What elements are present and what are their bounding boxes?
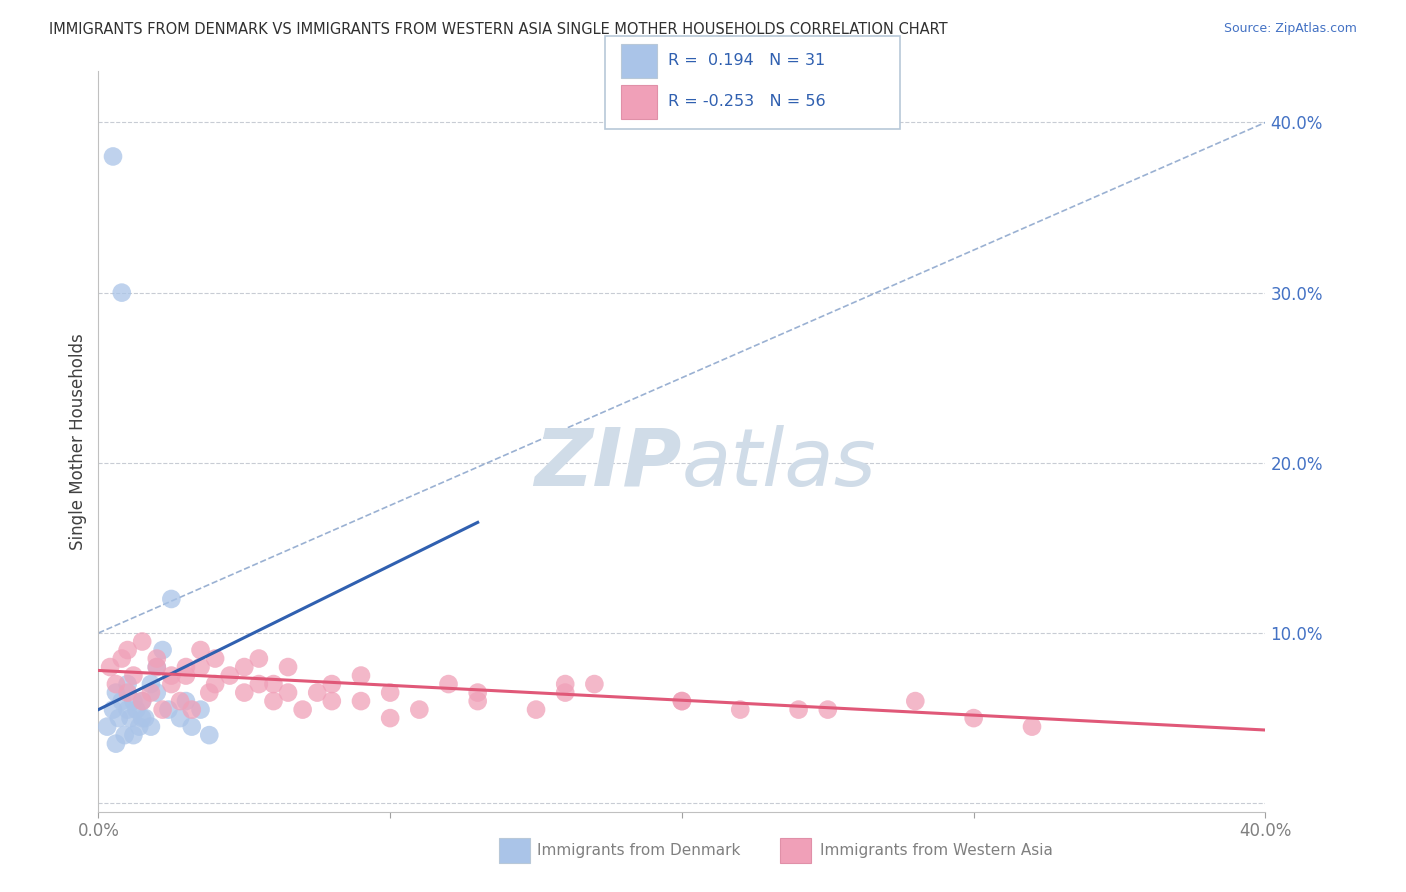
Point [583,677,606,691]
Point [204,677,226,691]
Text: atlas: atlas [682,425,877,503]
Point [111,694,134,708]
Point [117,677,139,691]
Point [233,685,256,699]
Point [350,668,373,682]
Point [198,728,221,742]
Point [277,685,299,699]
Point [131,694,153,708]
Point [160,591,183,606]
Point [122,728,145,742]
Point [111,651,134,665]
Point [139,720,162,734]
Point [139,685,162,699]
Text: ZIP: ZIP [534,425,682,503]
Y-axis label: Single Mother Households: Single Mother Households [69,334,87,549]
Point [160,668,183,682]
Point [904,694,927,708]
Point [120,711,142,725]
Point [152,643,174,657]
Point [134,711,156,725]
Point [146,660,169,674]
Point [122,694,145,708]
Point [117,643,139,657]
Point [152,703,174,717]
Point [204,651,226,665]
Point [233,660,256,674]
Point [190,643,212,657]
Point [114,728,136,742]
Point [169,711,191,725]
Text: IMMIGRANTS FROM DENMARK VS IMMIGRANTS FROM WESTERN ASIA SINGLE MOTHER HOUSEHOLDS: IMMIGRANTS FROM DENMARK VS IMMIGRANTS FR… [49,22,948,37]
Point [190,703,212,717]
Text: R =  0.194   N = 31: R = 0.194 N = 31 [668,54,825,68]
Point [146,685,169,699]
Point [96,720,118,734]
Point [218,668,240,682]
Point [321,677,343,691]
Point [157,703,180,717]
Point [467,694,489,708]
Point [104,737,127,751]
Point [350,694,373,708]
Text: Immigrants from Denmark: Immigrants from Denmark [537,844,741,858]
Text: Immigrants from Western Asia: Immigrants from Western Asia [820,844,1053,858]
Point [146,651,169,665]
Point [787,703,810,717]
Point [146,660,169,674]
Point [108,711,131,725]
Point [671,694,693,708]
Point [380,685,402,699]
Point [467,685,489,699]
Point [437,677,460,691]
Point [190,660,212,674]
Point [174,668,197,682]
Point [277,660,299,674]
Point [554,677,576,691]
Point [104,685,127,699]
Point [128,720,150,734]
Point [174,660,197,674]
Point [262,694,284,708]
Point [307,685,329,699]
Point [111,285,134,300]
Point [104,677,127,691]
Point [198,685,221,699]
Point [408,703,430,717]
Point [291,703,314,717]
Point [117,685,139,699]
Point [117,703,139,717]
Point [101,149,124,163]
Point [180,703,202,717]
Point [131,711,153,725]
Point [730,703,752,717]
Point [962,711,984,725]
Text: R = -0.253   N = 56: R = -0.253 N = 56 [668,95,825,109]
Point [98,660,121,674]
Point [817,703,839,717]
Point [554,685,576,699]
Point [380,711,402,725]
Point [262,677,284,691]
Point [169,694,191,708]
Point [174,694,197,708]
Point [671,694,693,708]
Point [321,694,343,708]
Point [131,634,153,648]
Point [122,668,145,682]
Point [247,677,270,691]
Point [131,694,153,708]
Text: Source: ZipAtlas.com: Source: ZipAtlas.com [1223,22,1357,36]
Point [160,677,183,691]
Point [125,703,148,717]
Point [101,703,124,717]
Point [1021,720,1043,734]
Point [139,677,162,691]
Point [524,703,547,717]
Point [247,651,270,665]
Point [180,720,202,734]
